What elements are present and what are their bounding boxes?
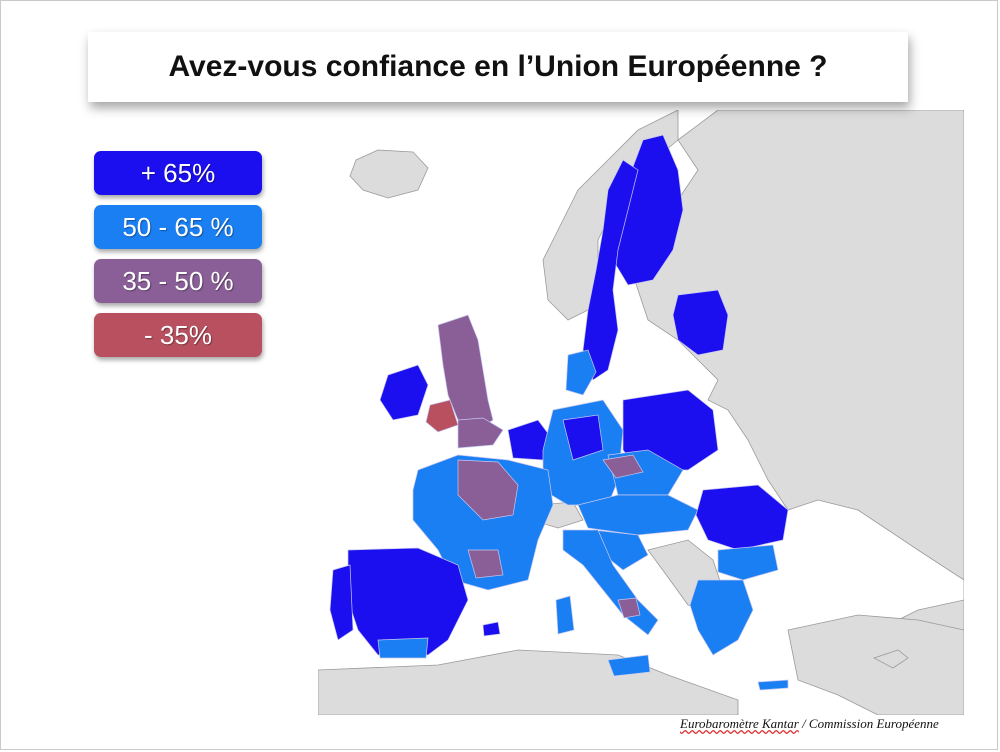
region-ireland: [379, 364, 429, 421]
region-denmark: [565, 349, 597, 396]
legend-item-high: + 65%: [94, 151, 262, 195]
region-uk-south: [457, 417, 504, 449]
title-box: Avez-vous confiance en l’Union Européenn…: [88, 32, 908, 102]
region-france-south: [467, 549, 504, 579]
legend-label: 35 - 50 %: [122, 265, 234, 296]
region-france-centre: [457, 459, 519, 521]
region-balearic: [482, 621, 501, 637]
region-czech-west: [602, 454, 644, 479]
eu-regions: [329, 134, 789, 691]
region-germany-north: [562, 414, 604, 461]
region-uk-wales: [425, 399, 459, 433]
page-title: Avez-vous confiance en l’Union Européenn…: [168, 50, 828, 83]
eu-trust-map: [318, 110, 964, 715]
map-svg: [318, 110, 964, 715]
legend-label: + 65%: [140, 157, 216, 188]
region-france: [412, 454, 554, 591]
legend-item-mid-high: 50 - 65 %: [94, 205, 262, 249]
region-sardinia: [555, 595, 575, 635]
region-austria-hungary: [577, 494, 699, 536]
region-sicily: [607, 654, 651, 677]
region-italy-south: [617, 597, 641, 619]
region-uk-north: [437, 314, 494, 431]
region-sweden: [582, 159, 639, 381]
region-baltics: [672, 289, 729, 356]
legend-label: - 35%: [144, 319, 212, 350]
region-spain-south: [377, 637, 429, 659]
source-credit: Eurobaromètre Kantar / Commission Europé…: [680, 716, 939, 732]
region-bulgaria: [717, 544, 779, 581]
source-part1: Eurobaromètre Kantar: [680, 716, 799, 731]
region-crete: [757, 679, 789, 691]
region-greece: [689, 579, 754, 656]
region-portugal: [329, 564, 354, 641]
region-spain: [347, 547, 469, 656]
legend-item-mid-low: 35 - 50 %: [94, 259, 262, 303]
source-part2: / Commission Européenne: [798, 716, 939, 731]
legend-item-low: - 35%: [94, 313, 262, 357]
legend-label: 50 - 65 %: [122, 211, 234, 242]
region-romania: [695, 484, 789, 551]
